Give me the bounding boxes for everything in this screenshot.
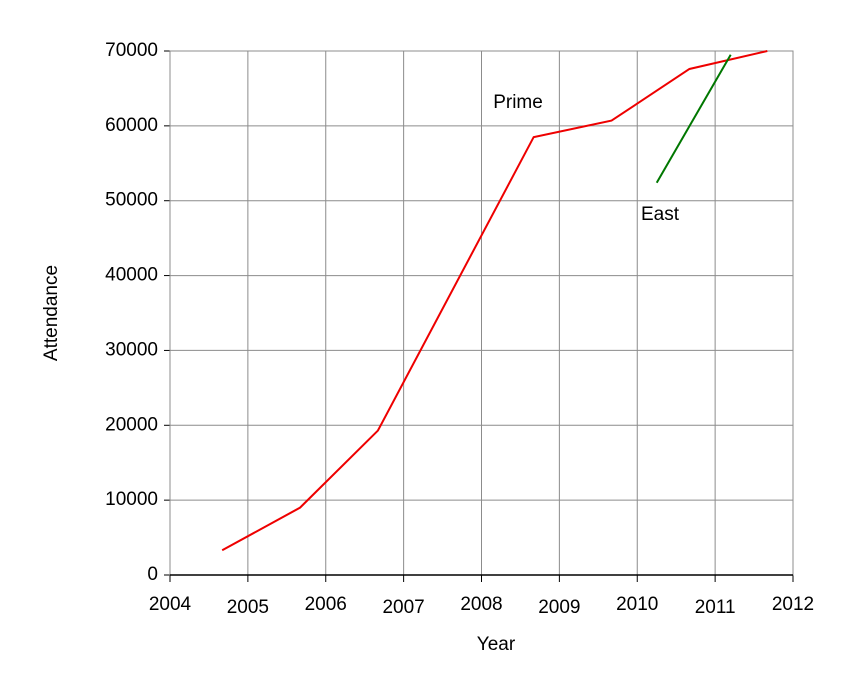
y-tick-label: 60000 xyxy=(105,115,158,136)
x-tick-label: 2011 xyxy=(695,597,736,618)
x-axis-label: Year xyxy=(477,634,516,655)
x-tick-label: 2007 xyxy=(382,597,424,618)
x-tick-label: 2005 xyxy=(227,597,269,618)
series-line xyxy=(221,50,768,552)
x-tick-label: 2010 xyxy=(616,594,658,615)
y-tick-label: 10000 xyxy=(105,489,158,510)
series-label: East xyxy=(641,204,680,225)
x-tick-label: 2008 xyxy=(460,594,502,615)
x-tick-label: 2009 xyxy=(538,597,580,618)
y-axis-label: Attendance xyxy=(41,265,62,361)
y-tick-label: 20000 xyxy=(105,414,158,435)
y-tick-label: 0 xyxy=(147,564,158,585)
y-tick-label: 40000 xyxy=(105,265,158,286)
y-tick-label: 70000 xyxy=(105,40,158,61)
y-tick-label: 30000 xyxy=(105,339,158,360)
series-label: Prime xyxy=(493,92,543,113)
y-tick-label: 50000 xyxy=(105,190,158,211)
series-line xyxy=(655,54,732,184)
x-tick-label: 2012 xyxy=(772,594,814,615)
x-tick-label: 2004 xyxy=(149,594,192,615)
x-tick-label: 2006 xyxy=(305,594,347,615)
